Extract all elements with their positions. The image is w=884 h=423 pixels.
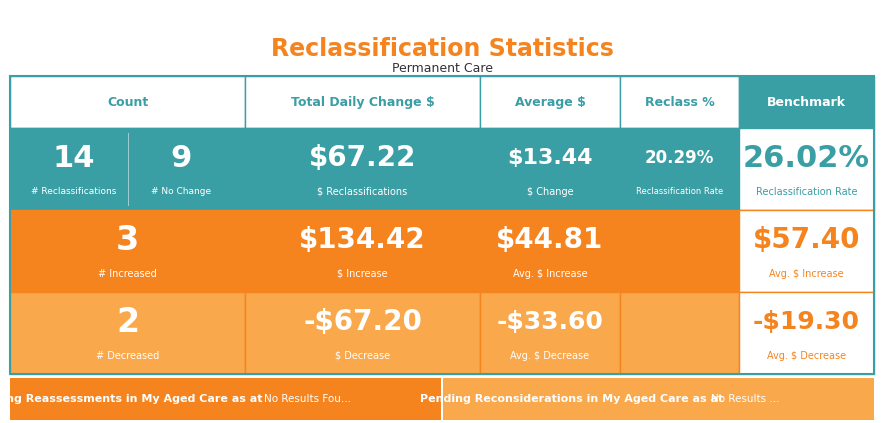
Text: -$67.20: -$67.20 (303, 308, 422, 336)
Text: Average $: Average $ (514, 96, 585, 109)
Text: 2: 2 (116, 306, 139, 339)
Text: $ Change: $ Change (527, 187, 574, 197)
FancyBboxPatch shape (620, 292, 739, 374)
Text: $ Increase: $ Increase (337, 269, 388, 279)
FancyBboxPatch shape (739, 210, 874, 292)
FancyBboxPatch shape (480, 210, 620, 292)
Text: No Results ...: No Results ... (711, 394, 780, 404)
Text: Pending Reassessments in My Aged Care as at: Pending Reassessments in My Aged Care as… (0, 394, 263, 404)
Text: Avg. $ Decrease: Avg. $ Decrease (510, 351, 590, 361)
FancyBboxPatch shape (620, 210, 739, 292)
Text: 26.02%: 26.02% (743, 144, 870, 173)
Text: Reclassification Statistics: Reclassification Statistics (271, 37, 613, 61)
FancyBboxPatch shape (10, 128, 245, 210)
Text: Reclassification Rate: Reclassification Rate (756, 187, 857, 197)
FancyBboxPatch shape (739, 128, 874, 210)
Text: 3: 3 (116, 224, 139, 257)
FancyBboxPatch shape (739, 292, 874, 374)
FancyBboxPatch shape (480, 292, 620, 374)
Text: Reclass %: Reclass % (644, 96, 714, 109)
Text: No Results Fou...: No Results Fou... (263, 394, 351, 404)
Text: Count: Count (107, 96, 149, 109)
FancyBboxPatch shape (443, 378, 874, 420)
FancyBboxPatch shape (245, 292, 480, 374)
FancyBboxPatch shape (620, 76, 739, 128)
Text: Permanent Care: Permanent Care (392, 61, 492, 74)
Text: 14: 14 (52, 144, 95, 173)
Text: $44.81: $44.81 (497, 226, 604, 254)
FancyBboxPatch shape (480, 76, 620, 128)
Text: Avg. $ Decrease: Avg. $ Decrease (767, 351, 846, 361)
FancyBboxPatch shape (10, 210, 245, 292)
Text: Total Daily Change $: Total Daily Change $ (291, 96, 434, 109)
Text: Pending Reconsiderations in My Aged Care as at: Pending Reconsiderations in My Aged Care… (420, 394, 723, 404)
Text: $67.22: $67.22 (309, 144, 416, 172)
Text: # Increased: # Increased (98, 269, 156, 279)
FancyBboxPatch shape (10, 378, 441, 420)
Text: 9: 9 (171, 144, 192, 173)
Text: Benchmark: Benchmark (767, 96, 846, 109)
FancyBboxPatch shape (245, 210, 480, 292)
FancyBboxPatch shape (245, 128, 480, 210)
Text: $57.40: $57.40 (753, 226, 860, 254)
Text: Avg. $ Increase: Avg. $ Increase (769, 269, 844, 279)
Text: 20.29%: 20.29% (645, 149, 714, 168)
FancyBboxPatch shape (10, 76, 245, 128)
FancyBboxPatch shape (245, 76, 480, 128)
FancyBboxPatch shape (739, 76, 874, 128)
Text: # No Change: # No Change (151, 187, 211, 196)
FancyBboxPatch shape (10, 292, 245, 374)
Text: $134.42: $134.42 (299, 226, 426, 254)
Text: -$19.30: -$19.30 (753, 310, 860, 334)
Text: # Reclassifications: # Reclassifications (31, 187, 116, 196)
Text: -$33.60: -$33.60 (497, 310, 604, 334)
Text: $ Decrease: $ Decrease (335, 351, 390, 361)
Text: Reclassification Rate: Reclassification Rate (636, 187, 723, 196)
Text: Avg. $ Increase: Avg. $ Increase (513, 269, 587, 279)
FancyBboxPatch shape (620, 128, 739, 210)
Text: $ Reclassifications: $ Reclassifications (317, 187, 408, 197)
FancyBboxPatch shape (480, 128, 620, 210)
Text: # Decreased: # Decreased (95, 351, 159, 361)
Text: $13.44: $13.44 (507, 148, 593, 168)
